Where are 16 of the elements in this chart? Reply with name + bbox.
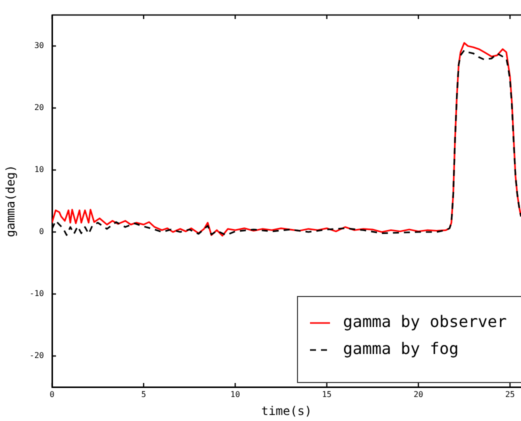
y-tick-label: -10	[30, 289, 44, 298]
y-tick-label: 20	[34, 103, 44, 112]
y-tick-label: 30	[34, 41, 44, 50]
y-tick-label: 10	[34, 165, 44, 174]
y-axis-title: gamma(deg)	[3, 164, 18, 238]
x-tick-label: 25	[505, 390, 516, 399]
legend-label: gamma by fog	[343, 339, 459, 358]
x-tick-label: 15	[322, 390, 332, 399]
y-tick-label: -20	[30, 351, 44, 360]
y-tick-label: 0	[39, 227, 44, 236]
x-axis-title: time(s)	[261, 404, 312, 418]
x-tick-label: 10	[230, 390, 240, 399]
legend-label: gamma by observer	[343, 312, 508, 332]
x-tick-label: 0	[50, 390, 55, 399]
x-tick-label: 5	[141, 390, 146, 399]
x-tick-label: 20	[414, 390, 424, 399]
